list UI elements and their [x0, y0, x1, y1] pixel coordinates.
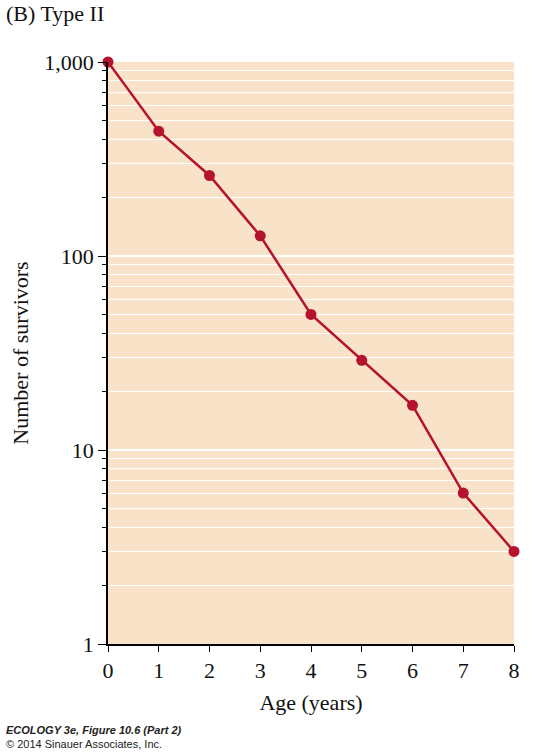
svg-text:100: 100: [61, 244, 94, 269]
svg-text:7: 7: [458, 658, 469, 683]
svg-text:1: 1: [83, 632, 94, 657]
svg-text:3: 3: [255, 658, 266, 683]
svg-text:2: 2: [204, 658, 215, 683]
svg-text:8: 8: [509, 658, 520, 683]
svg-text:ECOLOGY 3e, Figure 10.6 (Part: ECOLOGY 3e, Figure 10.6 (Part 2)© 2014 S…: [6, 724, 182, 750]
svg-text:10: 10: [72, 438, 94, 463]
svg-text:(B) Type II: (B) Type II: [6, 1, 104, 26]
svg-text:1: 1: [153, 658, 164, 683]
svg-text:6: 6: [407, 658, 418, 683]
svg-text:5: 5: [356, 658, 367, 683]
svg-text:Age (years): Age (years): [259, 690, 362, 715]
svg-text:1,000: 1,000: [44, 50, 94, 75]
svg-text:Number of survivors: Number of survivors: [8, 261, 33, 444]
svg-text:4: 4: [306, 658, 317, 683]
svg-text:0: 0: [103, 658, 114, 683]
